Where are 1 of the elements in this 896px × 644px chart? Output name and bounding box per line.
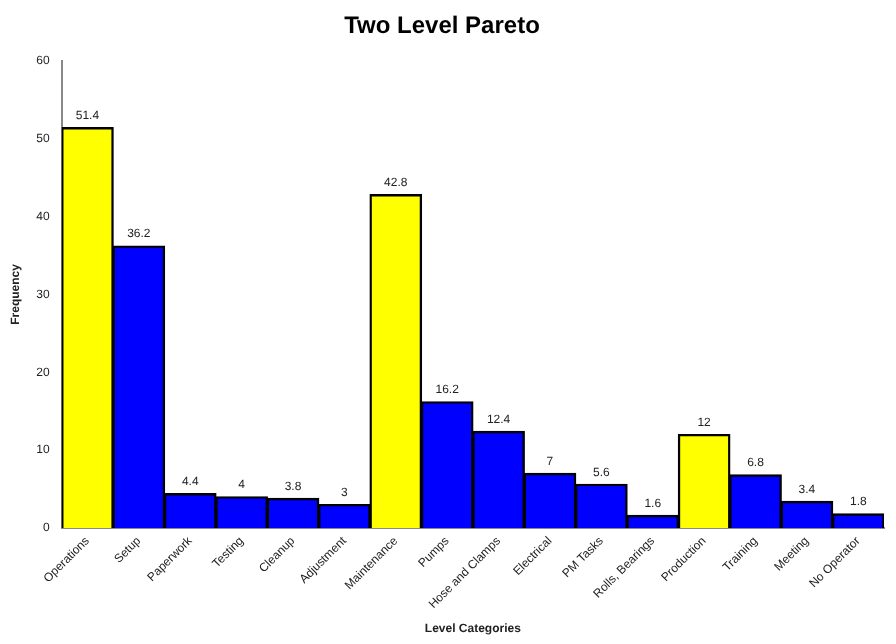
chart-title: Two Level Pareto (344, 11, 540, 40)
